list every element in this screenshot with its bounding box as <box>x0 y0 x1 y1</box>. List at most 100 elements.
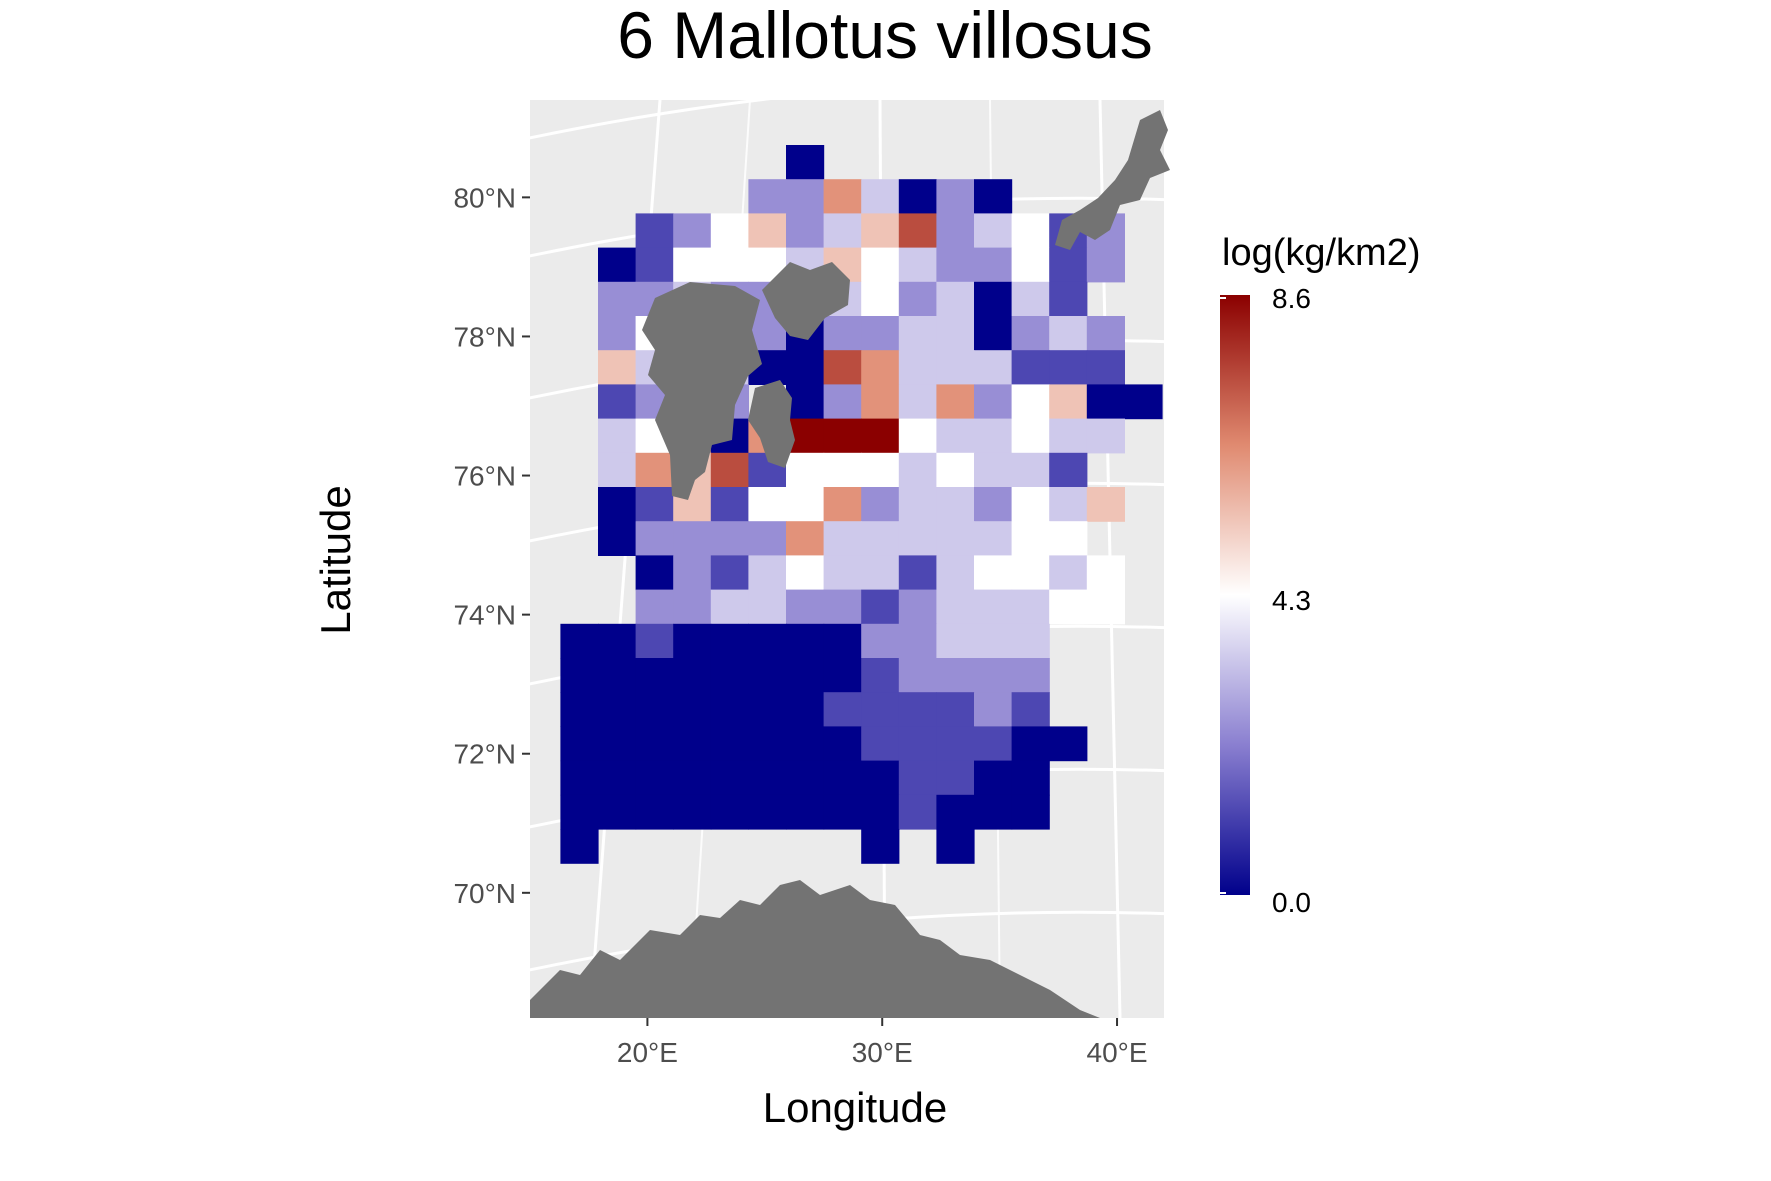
grid-cell <box>936 760 975 796</box>
grid-cell <box>823 760 862 796</box>
x-tick-label: 20°E <box>617 1037 678 1068</box>
grid-cell <box>936 692 975 727</box>
grid-cell <box>748 589 787 625</box>
grid-cell <box>598 794 637 830</box>
grid-cell <box>598 452 637 488</box>
grid-cell <box>710 521 749 556</box>
grid-cell <box>823 589 862 625</box>
grid-cell <box>786 179 825 214</box>
grid-cell <box>1049 316 1088 351</box>
grid-cell <box>560 692 599 727</box>
franz-josef-land <box>1055 110 1170 250</box>
grid-cell <box>786 384 825 420</box>
grid-cell <box>1049 418 1088 454</box>
grid-cell <box>560 623 599 659</box>
grid-cell <box>673 760 712 796</box>
grid-cell <box>861 316 900 351</box>
grid-cell <box>974 179 1013 214</box>
grid-cell <box>974 658 1013 693</box>
grid-cell <box>1011 589 1050 625</box>
grid-cell <box>598 692 637 727</box>
grid-cell <box>1011 350 1050 385</box>
svalbard-north-land <box>762 262 850 340</box>
grid-cell <box>748 213 787 249</box>
grid-cell <box>974 316 1013 351</box>
grid-cell <box>898 179 937 214</box>
grid-cell <box>898 521 937 556</box>
y-tick-label: 74°N <box>453 600 516 631</box>
grid-cell <box>823 555 862 591</box>
grid-cell <box>598 726 637 762</box>
legend-colorbar <box>1220 295 1250 895</box>
grid-cell <box>974 350 1013 385</box>
grid-cell <box>974 384 1013 420</box>
grid-cell <box>560 658 599 693</box>
grid-cell <box>1049 247 1088 283</box>
grid-cell <box>748 555 787 591</box>
y-tick-label: 80°N <box>453 182 516 213</box>
grid-cell <box>898 487 937 522</box>
grid-cell <box>936 418 975 454</box>
grid-cell <box>936 384 975 420</box>
grid-cell <box>936 829 975 864</box>
grid-cell <box>936 247 975 283</box>
legend-title: log(kg/km2) <box>1222 232 1421 274</box>
grid-cell <box>748 794 787 830</box>
grid-cell <box>1011 418 1050 454</box>
grid-cell <box>861 521 900 556</box>
grid-cell <box>598 281 637 317</box>
grid-cell <box>974 726 1013 762</box>
grid-cell <box>1049 452 1088 488</box>
grid-cell <box>974 487 1013 522</box>
grid-cell <box>673 658 712 693</box>
grid-cell <box>1049 521 1088 556</box>
grid-cell <box>861 418 900 454</box>
grid-cell <box>1011 794 1050 830</box>
grid-cell <box>710 760 749 796</box>
grid-cell <box>673 623 712 659</box>
grid-cell <box>1011 760 1050 796</box>
grid-cell <box>710 589 749 625</box>
grid-cell <box>1011 247 1050 283</box>
grid-cell <box>1011 316 1050 351</box>
grid-cell <box>635 521 674 556</box>
grid-cell <box>974 452 1013 488</box>
grid-cell <box>635 213 674 249</box>
grid-cell <box>1011 658 1050 693</box>
grid-cell <box>974 281 1013 317</box>
grid-cell <box>673 692 712 727</box>
grid-cell <box>786 213 825 249</box>
grid-cell <box>673 521 712 556</box>
grid-cell <box>861 452 900 488</box>
grid-cell <box>710 247 749 283</box>
grid-cell <box>1011 692 1050 727</box>
grid-cell <box>936 658 975 693</box>
grid-cell <box>936 521 975 556</box>
grid-cell <box>1049 726 1088 762</box>
grid-cell <box>560 794 599 830</box>
grid-cell <box>823 487 862 522</box>
legend-label-min: 0.0 <box>1272 887 1311 918</box>
grid-cell <box>823 384 862 420</box>
grid-cell <box>974 623 1013 659</box>
grid-cell <box>786 487 825 522</box>
grid-cell <box>1011 555 1050 591</box>
grid-cell <box>898 726 937 762</box>
grid-cell <box>974 760 1013 796</box>
grid-cell <box>635 658 674 693</box>
grid-cell <box>936 452 975 488</box>
grid-cell <box>936 555 975 591</box>
grid-cell <box>710 623 749 659</box>
grid-cell <box>1086 247 1125 283</box>
grid-cell <box>861 281 900 317</box>
grid-cell <box>598 658 637 693</box>
grid-cell <box>635 555 674 591</box>
grid-cell <box>823 213 862 249</box>
x-tick-label: 40°E <box>1087 1037 1148 1068</box>
grid-cell <box>635 726 674 762</box>
y-axis-title: Latitude <box>312 485 359 634</box>
grid-cell <box>898 316 937 351</box>
grid-cell <box>898 794 937 830</box>
grid-cell <box>861 350 900 385</box>
